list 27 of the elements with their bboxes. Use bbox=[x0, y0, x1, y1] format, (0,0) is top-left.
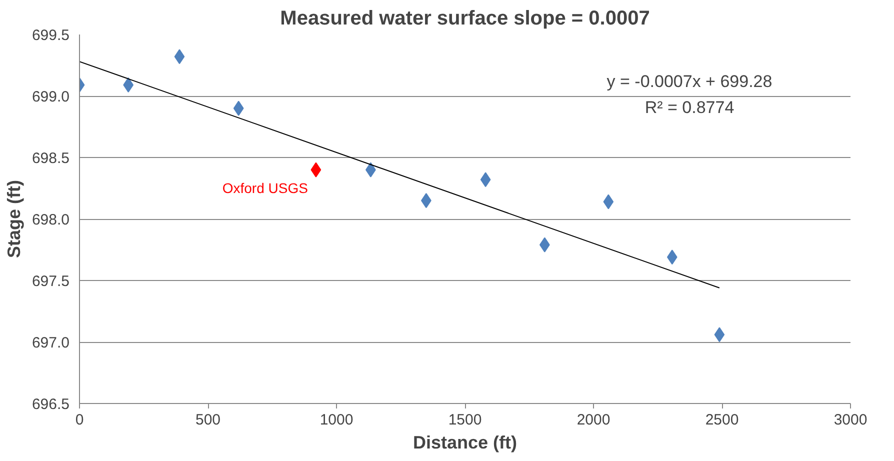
point bbox=[233, 100, 244, 116]
y-tick-label: 698.5 bbox=[32, 150, 70, 167]
annotation: Oxford USGS bbox=[222, 180, 308, 196]
y-tick-label: 699.5 bbox=[32, 27, 70, 44]
chart-title: Measured water surface slope = 0.0007 bbox=[280, 8, 650, 30]
y-tick-label: 696.5 bbox=[32, 396, 70, 413]
x-tick-label: 2000 bbox=[576, 412, 610, 428]
x-axis-title: Distance (ft) bbox=[412, 432, 518, 452]
x-tick-label: 0 bbox=[75, 412, 84, 428]
point bbox=[480, 172, 491, 188]
y-axis-title: Stage (ft) bbox=[4, 180, 24, 258]
y-tick-label: 697.0 bbox=[32, 334, 70, 352]
annotation: R² = 0.8774 bbox=[644, 98, 734, 117]
point bbox=[714, 327, 725, 342]
x-tick-label: 1000 bbox=[320, 412, 354, 428]
y-tick-label: 697.5 bbox=[32, 273, 70, 290]
x-tick-label: 3000 bbox=[834, 412, 868, 428]
x-tick-label: 500 bbox=[195, 412, 221, 428]
point bbox=[310, 162, 322, 178]
annotation: y = -0.0007x + 699.28 bbox=[606, 72, 772, 91]
x-tick-label: 1500 bbox=[448, 412, 482, 428]
point bbox=[666, 250, 678, 265]
y-tick-label: 699.0 bbox=[32, 88, 70, 106]
x-tick-label: 2500 bbox=[705, 412, 739, 428]
point bbox=[603, 194, 614, 210]
point bbox=[174, 49, 185, 64]
y-tick-label: 698.0 bbox=[32, 212, 70, 228]
